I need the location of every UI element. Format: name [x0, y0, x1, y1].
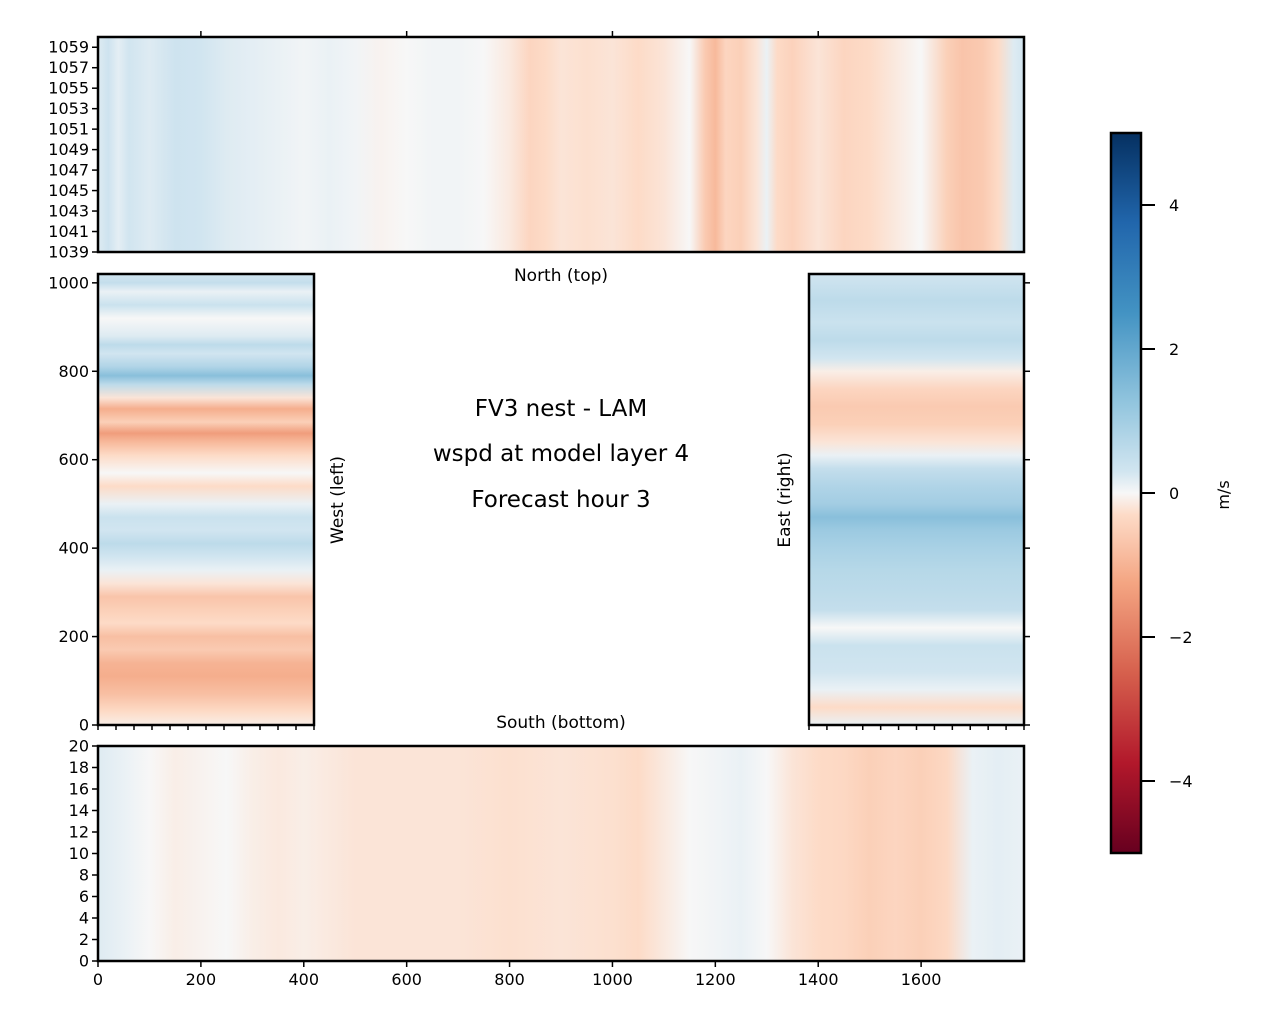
north-panel-heatmap [98, 37, 1024, 252]
east-x-ticks [808, 725, 1025, 730]
south-y-ticks: 0 2 4 6 8 10 12 14 16 18 20 [69, 737, 98, 971]
south-x-ticks: 0 200 400 600 800 1000 1200 1400 1600 [93, 961, 942, 989]
west-yticks-label-1: 200 [58, 627, 89, 646]
south-xticks-label-2: 400 [289, 970, 320, 989]
colorbar-tick-label-3: 2 [1169, 340, 1179, 359]
colorbar-ticks: −4 −2 0 2 4 [1141, 196, 1193, 791]
south-xticks-label-6: 1200 [695, 970, 736, 989]
west-yticks-label-5: 1000 [48, 273, 89, 292]
north-yticks-label-5: 1049 [48, 140, 89, 159]
west-panel-heatmap [98, 274, 314, 725]
west-y-ticks: 0 200 400 600 800 1000 [48, 273, 98, 735]
north-panel-label: North (top) [514, 266, 608, 286]
colorbar-tick-label-2: 0 [1169, 484, 1179, 503]
north-yticks-label-3: 1045 [48, 181, 89, 200]
west-yticks-label-4: 800 [58, 362, 89, 381]
south-yticks-label-3: 6 [79, 887, 89, 906]
south-panel-label: South (bottom) [496, 713, 626, 733]
east-panel-label: East (right) [775, 452, 795, 547]
south-yticks-label-4: 8 [79, 866, 89, 885]
west-yticks-label-3: 600 [58, 450, 89, 469]
north-x-ticks [200, 31, 819, 37]
colorbar-tick-label-1: −2 [1169, 628, 1193, 647]
east-y-ticks [1024, 282, 1030, 726]
north-yticks-label-7: 1053 [48, 99, 89, 118]
colorbar: −4 −2 0 2 4 m/s [1109, 131, 1233, 855]
west-x-ticks [97, 725, 315, 730]
south-yticks-label-1: 2 [79, 930, 89, 949]
south-xticks-label-3: 600 [391, 970, 422, 989]
south-yticks-label-7: 14 [69, 801, 89, 820]
north-yticks-label-10: 1059 [48, 38, 89, 57]
south-yticks-label-2: 4 [79, 909, 89, 928]
west-panel-label: West (left) [328, 456, 348, 544]
north-yticks-label-1: 1041 [48, 222, 89, 241]
south-xticks-label-5: 1000 [592, 970, 633, 989]
north-yticks-label-6: 1051 [48, 120, 89, 139]
south-yticks-label-9: 18 [69, 758, 89, 777]
title-line-2: wspd at model layer 4 [433, 441, 689, 467]
chart-title: FV3 nest - LAM wspd at model layer 4 For… [433, 396, 689, 513]
colorbar-tick-label-4: 4 [1169, 196, 1179, 215]
west-panel: 0 200 400 600 800 1000 West (left) [48, 272, 348, 735]
south-xticks-label-4: 800 [494, 970, 525, 989]
title-line-1: FV3 nest - LAM [475, 396, 647, 422]
colorbar-gradient [1111, 133, 1141, 853]
south-panel-heatmap [98, 746, 1024, 961]
north-yticks-label-9: 1057 [48, 58, 89, 77]
south-xticks-label-0: 0 [93, 970, 103, 989]
south-xticks-label-7: 1400 [798, 970, 839, 989]
north-yticks-label-8: 1055 [48, 79, 89, 98]
south-yticks-label-8: 16 [69, 780, 89, 799]
west-yticks-label-2: 400 [58, 539, 89, 558]
south-yticks-label-0: 0 [79, 952, 89, 971]
title-line-3: Forecast hour 3 [471, 487, 650, 513]
north-yticks-label-4: 1047 [48, 161, 89, 180]
colorbar-tick-label-0: −4 [1169, 772, 1193, 791]
east-panel-heatmap [809, 274, 1024, 725]
north-yticks-label-0: 1039 [48, 243, 89, 262]
colorbar-label: m/s [1214, 480, 1233, 509]
east-panel: East (right) [775, 272, 1030, 730]
south-yticks-label-5: 10 [69, 844, 89, 863]
west-yticks-label-0: 0 [79, 716, 89, 735]
south-xticks-label-1: 200 [186, 970, 217, 989]
south-yticks-label-10: 20 [69, 737, 89, 756]
south-yticks-label-6: 12 [69, 823, 89, 842]
south-panel: 0 2 4 6 8 10 12 14 16 18 20 0 200 400 600 800 1000 1200 1… [69, 737, 1026, 989]
south-xticks-label-8: 1600 [901, 970, 942, 989]
north-yticks-label-2: 1043 [48, 202, 89, 221]
north-panel-frame [96, 35, 1026, 254]
